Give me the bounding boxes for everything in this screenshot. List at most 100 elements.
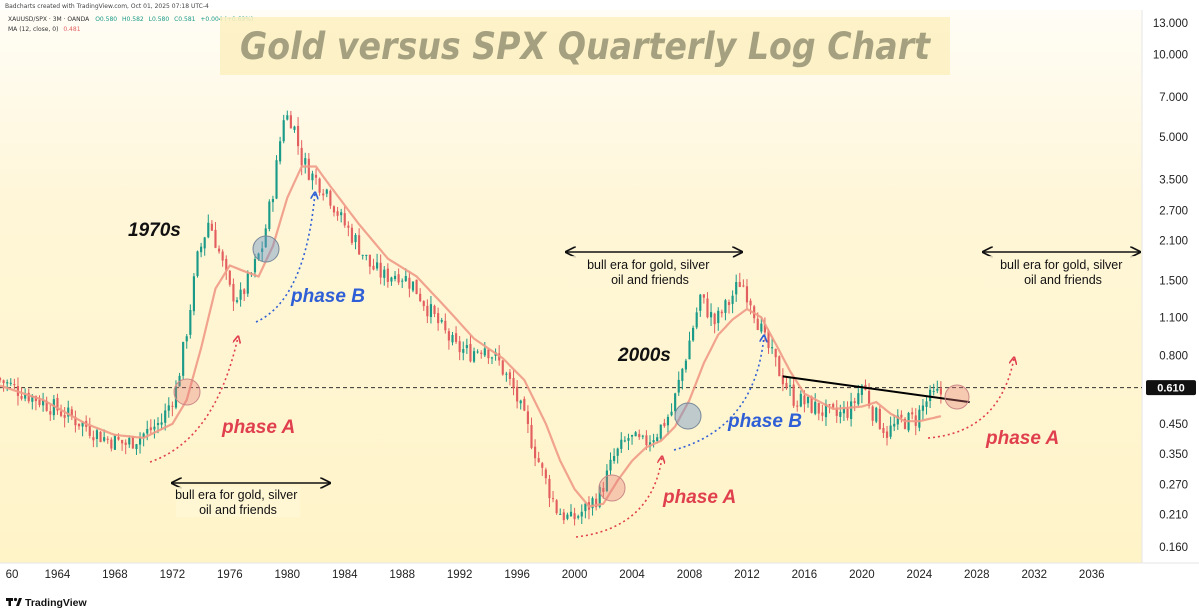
time-axis[interactable]: 60 1964 1968 1972 1976 1980 1984 1988 1992 1996 20… [6,569,1105,581]
candle-body [128,437,131,445]
candle-body [296,125,300,147]
candle-body [189,310,192,335]
time-tick-label: 60 [6,569,19,581]
phase-a-start-circle-2025 [944,384,970,410]
candle-body [878,408,881,430]
tradingview-logo[interactable]: TradingView [6,597,87,609]
price-axis[interactable]: 13.000 10.000 7.000 5.000 3.500 2.700 2.100 1.5… [1153,18,1188,554]
time-tick-label: 2024 [907,569,933,581]
candle-body [684,360,687,370]
candle-body [702,294,705,298]
candle-body [580,511,583,517]
time-tick-label: 1992 [447,569,473,581]
candle-body [544,469,547,479]
era-label-2000s: 2000s [617,345,671,366]
candle-body [634,432,637,437]
candle-body [200,246,203,253]
candle-body [257,253,260,260]
price-tick-label: 2.700 [1159,205,1188,217]
candle-body [519,400,522,404]
candle-body [458,341,461,353]
time-tick-label: 2028 [964,569,990,581]
candle-body [451,334,454,343]
candle-body [49,411,52,415]
candle-body [70,409,73,417]
ma-indicator-label: MA (12, close, 0) [8,26,58,33]
candle-body [835,408,838,416]
price-tick-label: 1.100 [1159,312,1188,324]
tradingview-brand: TradingView [25,597,87,609]
candle-body [9,382,12,384]
time-tick-label: 2016 [792,569,818,581]
ohlc-high: H0.582 [122,16,144,23]
candle-body [534,446,537,459]
price-tick-label: 13.000 [1153,18,1188,30]
candle-body [774,348,777,358]
candle-body [602,487,605,492]
candle-body [426,305,429,317]
candle-body [440,320,443,322]
candle-body [469,344,472,362]
time-tick-label: 1980 [274,569,300,581]
candle-body [613,455,616,461]
candle-body [2,380,5,384]
candle-body [566,514,569,519]
candle-body [616,448,619,456]
candle-body [717,310,720,324]
candle-body [429,304,433,317]
candle-body [659,424,662,439]
ma-indicator-line[interactable]: MA (12, close, 0) 0.481 [8,26,81,33]
candle-body [921,405,925,411]
bull-era-label-bg-2020s [985,256,1140,287]
candle-body [821,412,824,416]
candle-body [911,412,914,415]
candle-body [652,440,655,443]
candle-body [336,211,339,216]
phase-b-label-2000s: phase B [727,411,802,432]
candle-body [548,478,551,499]
candle-body [307,158,310,180]
candle-body [340,212,343,216]
time-tick-label: 2020 [849,569,875,581]
time-tick-label: 1996 [504,569,530,581]
candle-body [591,498,594,509]
era-label-1970s: 1970s [128,220,181,241]
resistance-trendline[interactable] [782,375,970,404]
candle-body [903,418,907,429]
price-tick-label: 7.000 [1159,92,1188,104]
candle-body [860,385,863,395]
candle-body [110,439,113,449]
candle-body [824,404,828,418]
candle-body [806,396,810,404]
time-tick-label: 1968 [102,569,128,581]
candle-body [203,237,206,249]
candle-body [688,340,691,360]
candle-body [358,235,361,255]
candle-body [404,276,407,282]
candle-body [799,393,802,407]
candle-body [670,411,673,416]
phase-a-start-circle-2002 [598,474,626,502]
candle-body [235,300,239,302]
candle-body [433,305,436,314]
candle-body [573,513,576,520]
candle-body [379,262,382,278]
candle-body [875,407,878,422]
candle-body [332,206,336,213]
symbol-line[interactable]: XAUUSD/SPX · 3M · OANDA O0.580 H0.582 L0… [8,16,253,23]
candle-body [893,423,896,427]
candle-body [505,373,508,375]
candle-body [397,274,400,283]
candle-body [156,423,160,425]
candle-body [375,262,379,269]
candle-body [609,459,612,471]
candle-body [620,439,623,449]
candle-body [27,392,30,402]
candle-body [117,437,120,440]
current-price-tag[interactable] [1146,380,1196,396]
phase-a-arrow-1970s [149,337,238,463]
candle-body [523,398,526,411]
candle-body [645,435,648,446]
bull-era-label-bg-2000s [567,256,733,287]
candle-body [559,513,562,515]
